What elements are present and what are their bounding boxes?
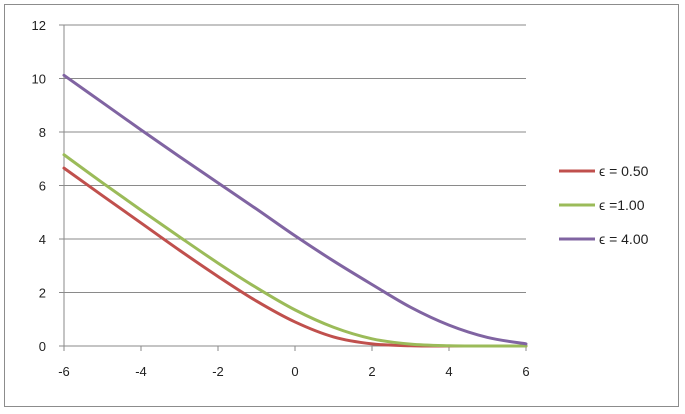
legend-label-1: ϵ =1.00 bbox=[599, 197, 645, 213]
series-line-1 bbox=[62, 153, 528, 348]
x-tick-label: 2 bbox=[368, 364, 375, 379]
x-tick-label: -2 bbox=[212, 364, 224, 379]
x-tick-label: 6 bbox=[522, 364, 529, 379]
legend-label-2: ϵ = 4.00 bbox=[599, 231, 649, 247]
series-lines bbox=[62, 73, 528, 348]
y-tick-label: 2 bbox=[39, 286, 46, 301]
x-tick-label: -6 bbox=[58, 364, 70, 379]
series-line-2 bbox=[62, 73, 528, 346]
y-tick-label: 12 bbox=[32, 18, 46, 33]
x-tick-label: -4 bbox=[135, 364, 147, 379]
y-tick-label: 4 bbox=[39, 232, 46, 247]
y-tick-label: 6 bbox=[39, 179, 46, 194]
y-tick-label: 10 bbox=[32, 72, 46, 87]
x-tick-label: 0 bbox=[291, 364, 298, 379]
series-line-0 bbox=[62, 166, 528, 348]
grid-lines bbox=[64, 24, 526, 293]
legend: ϵ = 0.50 ϵ =1.00 ϵ = 4.00 bbox=[559, 163, 649, 247]
x-tick-label: 4 bbox=[445, 364, 452, 379]
y-tick-label: 8 bbox=[39, 125, 46, 140]
legend-label-0: ϵ = 0.50 bbox=[599, 163, 649, 179]
y-tick-label: 0 bbox=[39, 339, 46, 354]
